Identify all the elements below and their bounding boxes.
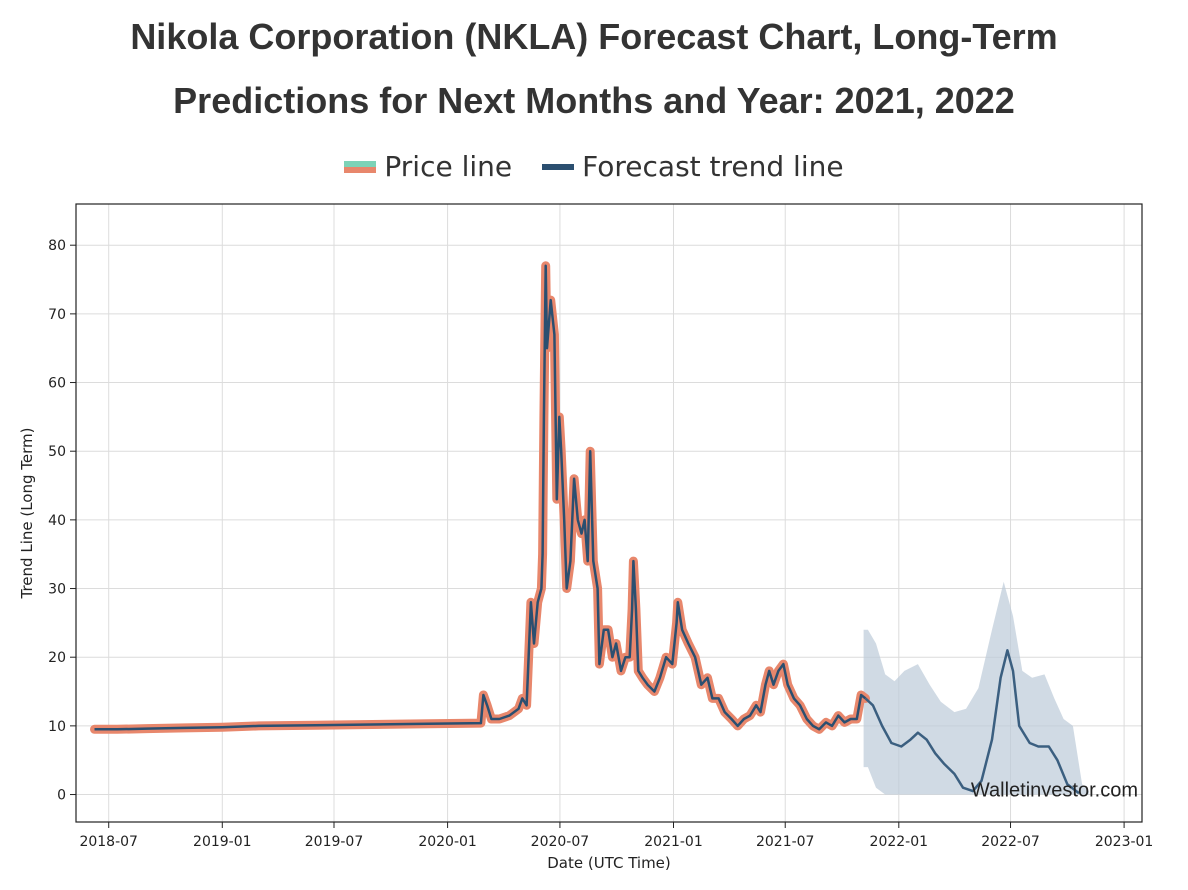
y-tick-label: 0 (57, 788, 66, 804)
x-axis: 2018-07 2019-01 2019-07 2020-01 2020-07 2021-… (79, 822, 1153, 850)
y-tick-label: 10 (48, 719, 66, 735)
y-axis: 0 10 20 30 40 50 60 70 80 (48, 238, 76, 804)
price-line (90, 261, 870, 734)
chart-title-line1: Nikola Corporation (NKLA) Forecast Chart… (130, 16, 1058, 57)
x-tick-label: 2020-07 (531, 834, 590, 850)
y-tick-label: 40 (48, 513, 66, 529)
price-line-swatch (344, 160, 377, 173)
y-tick-label: 30 (48, 582, 66, 598)
y-tick-label: 80 (48, 238, 66, 254)
legend-label-forecast: Forecast trend line (582, 150, 844, 183)
price-trend-line (94, 264, 867, 731)
y-axis-title: Trend Line (Long Term) (18, 428, 36, 600)
y-tick-label: 20 (48, 650, 66, 666)
x-tick-label: 2022-07 (981, 834, 1040, 850)
x-tick-label: 2018-07 (79, 834, 138, 850)
chart-title-line2: Predictions for Next Months and Year: 20… (173, 80, 1015, 121)
watermark-text: Walletinvestor.com (971, 780, 1138, 802)
legend-item-price: Price line (344, 150, 512, 183)
legend: Price line Forecast trend line (0, 150, 1188, 183)
x-tick-label: 2020-01 (418, 834, 477, 850)
legend-label-price: Price line (384, 150, 513, 183)
x-tick-label: 2019-01 (193, 834, 252, 850)
forecast-trend-line (864, 649, 1080, 795)
grid-lines (76, 204, 1142, 822)
x-tick-label: 2021-01 (644, 834, 703, 850)
y-tick-label: 70 (48, 307, 66, 323)
x-axis-title: Date (UTC Time) (547, 854, 671, 872)
forecast-line-swatch (542, 163, 575, 170)
plot-frame (75, 203, 1143, 823)
x-tick-label: 2021-07 (756, 834, 815, 850)
y-tick-label: 60 (48, 376, 66, 392)
confidence-band (863, 581, 1089, 795)
x-tick-label: 2019-07 (305, 834, 364, 850)
x-tick-label: 2022-01 (870, 834, 929, 850)
legend-item-forecast: Forecast trend line (542, 150, 844, 183)
y-tick-label: 50 (48, 444, 66, 460)
x-tick-label: 2023-01 (1095, 834, 1154, 850)
